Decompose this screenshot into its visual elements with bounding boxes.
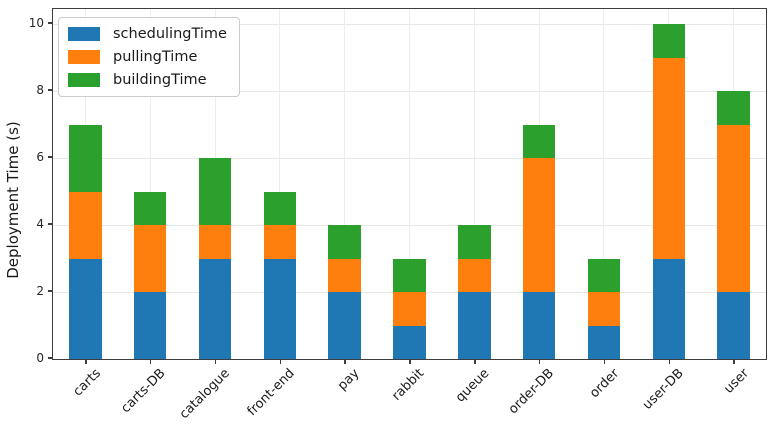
bar-segment-pullingTime-pay — [328, 258, 361, 292]
bar-segment-buildingTime-pay — [328, 225, 361, 259]
bar-segment-schedulingTime-front-end — [263, 258, 297, 359]
bar-segment-schedulingTime-catalogue — [198, 258, 232, 359]
x-tick-label: carts — [70, 366, 104, 400]
x-tick — [668, 359, 671, 364]
gridline — [603, 9, 605, 359]
plot-area: schedulingTime pullingTime buildingTime — [52, 8, 767, 360]
bar-segment-pullingTime-user-DB — [652, 57, 685, 259]
legend-item-pullingTime: pullingTime — [68, 48, 227, 66]
bar-segment-buildingTime-rabbit — [393, 258, 426, 292]
bar-segment-schedulingTime-carts-DB — [134, 292, 167, 359]
y-tick-label: 6 — [36, 150, 44, 164]
y-tick — [48, 156, 52, 158]
legend-item-schedulingTime: schedulingTime — [68, 25, 227, 43]
x-tick-label: front-end — [244, 366, 298, 420]
bar-segment-buildingTime-catalogue — [198, 158, 232, 225]
legend-item-buildingTime: buildingTime — [68, 71, 227, 89]
y-tick-label: 8 — [36, 83, 44, 97]
bar-segment-schedulingTime-pay — [328, 292, 361, 359]
bar-segment-pullingTime-front-end — [263, 225, 297, 259]
y-tick-label: 4 — [36, 217, 44, 231]
y-tick — [48, 22, 52, 24]
legend-swatch-buildingTime — [68, 73, 100, 88]
bar-segment-pullingTime-rabbit — [393, 292, 426, 326]
y-tick — [48, 290, 52, 292]
bar-segment-pullingTime-queue — [458, 258, 491, 292]
legend: schedulingTime pullingTime buildingTime — [58, 17, 240, 98]
bar-segment-buildingTime-queue — [458, 225, 491, 259]
bar-segment-pullingTime-catalogue — [198, 225, 232, 259]
y-axis-label: Deployment Time (s) — [4, 121, 22, 279]
bar-segment-pullingTime-carts — [69, 191, 102, 259]
bar-segment-buildingTime-user-DB — [652, 24, 685, 58]
x-tick-label: order-DB — [506, 366, 558, 418]
x-tick — [214, 359, 217, 364]
x-tick — [85, 359, 87, 364]
x-tick — [409, 359, 411, 364]
legend-swatch-schedulingTime — [68, 27, 100, 42]
bar-segment-schedulingTime-rabbit — [393, 325, 426, 359]
gridline — [409, 9, 410, 359]
legend-label: pullingTime — [113, 49, 198, 66]
x-tick-label: rabbit — [389, 366, 428, 404]
bar-segment-schedulingTime-order — [587, 325, 621, 359]
bar-segment-schedulingTime-order-DB — [522, 292, 556, 359]
y-tick-label: 0 — [36, 351, 44, 365]
x-tick — [474, 359, 476, 364]
x-tick — [733, 359, 735, 364]
x-tick-label: pay — [335, 366, 363, 394]
gridline — [473, 9, 475, 359]
bar-segment-pullingTime-carts-DB — [134, 225, 167, 292]
bar-segment-pullingTime-user — [717, 124, 750, 292]
y-tick — [48, 357, 52, 359]
y-tick — [48, 89, 52, 91]
bar-segment-schedulingTime-user-DB — [652, 258, 685, 359]
x-tick-label: user-DB — [640, 366, 687, 413]
legend-label: buildingTime — [113, 72, 207, 89]
bar-segment-schedulingTime-queue — [458, 292, 491, 359]
bar-segment-buildingTime-user — [717, 91, 750, 125]
x-tick — [149, 359, 152, 364]
legend-label: schedulingTime — [113, 26, 227, 42]
x-tick — [344, 359, 346, 364]
gridline — [344, 9, 346, 359]
bar-segment-schedulingTime-user — [717, 292, 750, 359]
gridline — [279, 9, 281, 359]
x-tick-label: catalogue — [177, 366, 234, 423]
y-tick — [48, 223, 52, 225]
x-tick — [538, 359, 541, 364]
gridline — [149, 9, 151, 359]
y-tick-label: 2 — [36, 284, 44, 298]
bar-segment-buildingTime-carts-DB — [134, 191, 167, 225]
x-tick — [603, 359, 606, 364]
bar-segment-pullingTime-order-DB — [522, 158, 556, 292]
x-tick-label: carts-DB — [118, 366, 169, 417]
x-tick — [279, 359, 282, 364]
x-tick-label: queue — [453, 366, 493, 406]
bar-segment-buildingTime-order-DB — [522, 124, 556, 158]
bar-segment-buildingTime-front-end — [263, 191, 297, 225]
bar-segment-pullingTime-order — [587, 292, 621, 326]
y-tick-label: 10 — [28, 16, 44, 30]
legend-swatch-pullingTime — [68, 50, 100, 65]
x-tick-label: order — [586, 366, 623, 402]
bar-segment-schedulingTime-carts — [69, 258, 102, 359]
x-tick-label: user — [721, 366, 752, 397]
bar-segment-buildingTime-carts — [69, 124, 102, 192]
bar-segment-buildingTime-order — [587, 258, 621, 292]
